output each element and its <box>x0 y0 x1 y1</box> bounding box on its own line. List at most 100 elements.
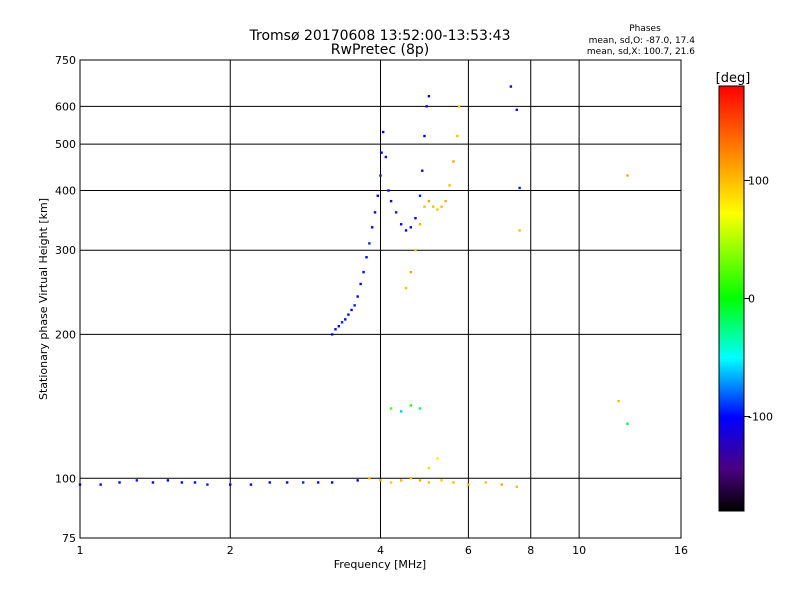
data-point <box>166 479 170 482</box>
y-tick-label: 75 <box>62 532 76 545</box>
y-axis-label: Stationary phase Virtual Height [km] <box>37 198 50 400</box>
data-point <box>409 226 412 229</box>
x-tick-label: 10 <box>572 544 586 557</box>
data-point <box>444 199 447 203</box>
data-point <box>301 481 305 484</box>
data-point <box>344 318 347 321</box>
data-point <box>427 481 431 484</box>
data-point <box>118 481 121 484</box>
data-point <box>399 223 403 226</box>
data-point <box>180 481 184 484</box>
plot-frame <box>79 59 682 539</box>
data-point <box>353 304 356 307</box>
data-point <box>135 479 139 482</box>
data-point <box>380 151 383 154</box>
data-point <box>425 105 428 108</box>
y-tick-label: 600 <box>55 100 76 113</box>
data-point <box>418 407 422 410</box>
data-point <box>389 481 393 484</box>
data-point <box>330 481 334 484</box>
data-points <box>78 85 629 488</box>
data-point <box>409 270 412 274</box>
data-point <box>394 211 398 214</box>
data-point <box>373 211 377 214</box>
legend-line-x: mean, sd,X: 100.7, 21.6 <box>587 47 695 57</box>
colorbar <box>719 86 744 511</box>
data-point <box>334 328 337 331</box>
y-tick-label: 400 <box>55 184 76 197</box>
data-point <box>626 174 629 177</box>
data-point <box>376 194 379 197</box>
data-point <box>379 479 382 482</box>
data-point <box>151 481 155 484</box>
data-point <box>457 105 461 108</box>
data-point <box>316 481 320 484</box>
x-tick-label: 1 <box>77 544 84 557</box>
colorbar-tick-label: -100 <box>748 411 773 424</box>
data-point <box>418 223 422 226</box>
data-point <box>500 483 504 486</box>
data-point <box>330 333 334 336</box>
data-point <box>350 308 353 312</box>
data-point <box>515 108 518 112</box>
data-point <box>518 229 521 232</box>
data-point <box>399 410 403 413</box>
data-point <box>399 479 403 482</box>
data-point <box>515 485 518 488</box>
data-point <box>423 134 426 138</box>
data-point <box>404 229 408 232</box>
data-point <box>427 199 431 203</box>
data-point <box>409 477 412 480</box>
data-point <box>285 481 289 484</box>
data-point <box>337 325 341 328</box>
data-point <box>440 479 443 482</box>
y-tick-label: 100 <box>55 472 76 485</box>
data-point <box>456 134 459 138</box>
colorbar-label: [deg] <box>716 71 751 86</box>
data-point <box>365 256 368 259</box>
chart-title: Tromsø 20170608 13:52:00-13:53:43 <box>249 28 511 44</box>
data-point <box>418 479 422 482</box>
data-point <box>384 155 388 159</box>
data-point <box>452 160 455 163</box>
data-point <box>484 481 487 484</box>
data-point <box>362 270 365 274</box>
data-point <box>359 282 362 286</box>
y-tick-label: 500 <box>55 138 76 151</box>
data-point <box>368 477 371 480</box>
data-point <box>368 242 371 245</box>
y-axis-ticks: 75 100 200 300 400 500 600 750 <box>55 54 76 545</box>
grid <box>80 60 681 538</box>
data-point <box>448 184 451 187</box>
data-point <box>206 483 209 486</box>
data-point <box>387 189 390 192</box>
colorbar-tick-label: 0 <box>748 293 755 306</box>
y-tick-label: 750 <box>55 54 76 67</box>
data-point <box>229 483 232 486</box>
data-point <box>427 466 431 470</box>
data-point <box>379 174 382 177</box>
data-point <box>440 205 443 208</box>
data-point <box>436 457 439 460</box>
data-point <box>626 422 629 426</box>
colorbar-tick-label: 100 <box>748 174 769 187</box>
x-tick-label: 16 <box>674 544 688 557</box>
data-point <box>423 205 426 208</box>
legend-title: Phases <box>629 24 661 34</box>
data-point <box>389 407 393 410</box>
y-tick-label: 200 <box>55 328 76 341</box>
data-point <box>347 313 350 316</box>
data-point <box>409 404 412 407</box>
data-point <box>249 483 253 486</box>
y-tick-label: 300 <box>55 244 76 257</box>
data-point <box>414 217 417 220</box>
data-point <box>356 479 359 482</box>
data-point <box>193 481 197 484</box>
x-axis-ticks: 1 2 4 6 8 10 16 <box>77 544 689 557</box>
data-point <box>427 94 431 98</box>
data-point <box>467 483 470 486</box>
data-point <box>421 169 424 172</box>
data-point <box>617 399 620 403</box>
chart-subtitle: RwPretec (8p) <box>331 42 429 58</box>
